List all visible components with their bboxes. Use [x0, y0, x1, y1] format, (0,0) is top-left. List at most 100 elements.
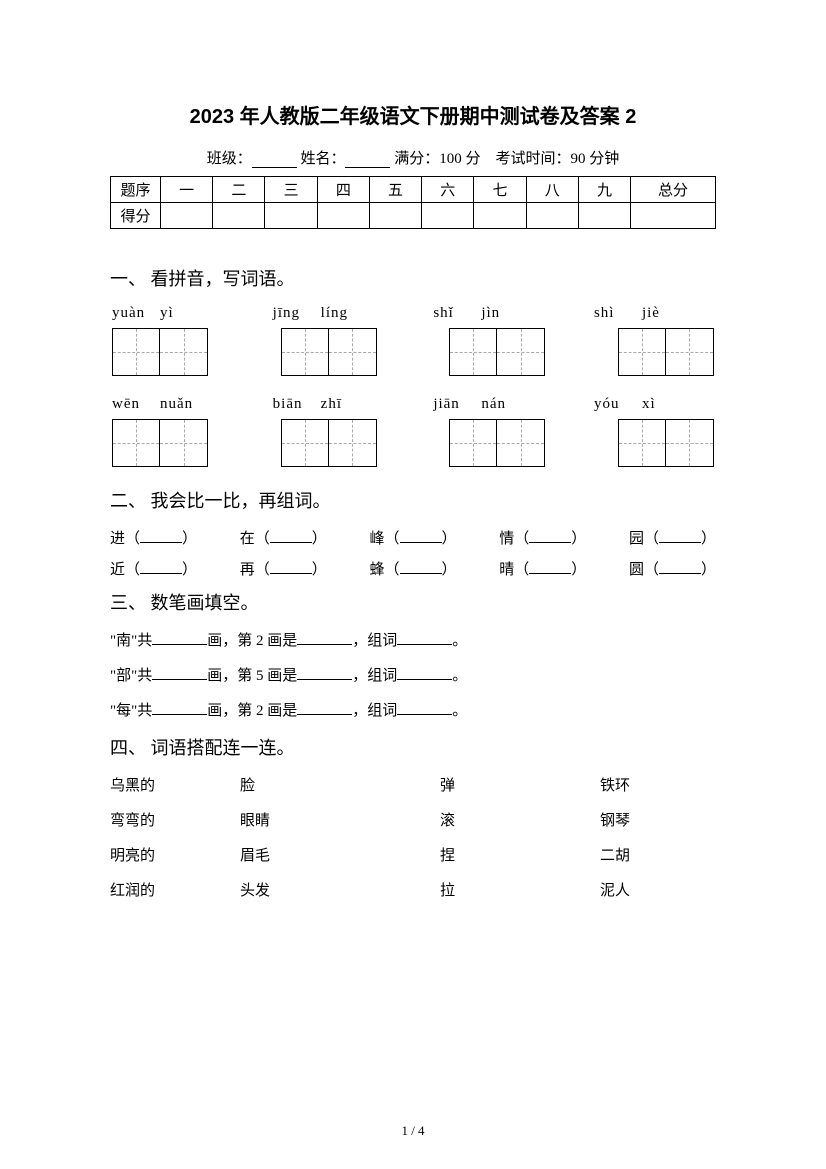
pinyin-group: wēnnuǎn: [112, 396, 232, 413]
char-box-pair[interactable]: [449, 419, 545, 467]
blank[interactable]: [152, 666, 207, 680]
name-label: 姓名：: [300, 151, 345, 167]
col-header: 三: [265, 177, 317, 203]
blank[interactable]: [297, 631, 352, 645]
char-box-pair[interactable]: [281, 419, 377, 467]
col-header: 七: [474, 177, 526, 203]
blank[interactable]: [297, 666, 352, 680]
char-box-pair[interactable]: [618, 419, 714, 467]
col-header: 六: [422, 177, 474, 203]
match-row: 弯弯的 眼睛 滚 钢琴: [110, 809, 716, 830]
info-line: 班级： 姓名： 满分：100 分 考试时间：90 分钟: [110, 147, 716, 168]
blank[interactable]: [397, 631, 452, 645]
label: 画，第 2 画是: [207, 633, 297, 649]
match-item: 弯弯的: [110, 809, 240, 830]
blank[interactable]: [397, 701, 452, 715]
score-cell[interactable]: [369, 203, 421, 229]
blank[interactable]: [297, 701, 352, 715]
stroke-line: "每"共画，第 2 画是，组词。: [110, 699, 716, 720]
score-cell[interactable]: [422, 203, 474, 229]
score-cell[interactable]: [578, 203, 630, 229]
pinyin: xì: [642, 396, 690, 413]
match-item: 眼睛: [240, 809, 440, 830]
char: 园: [629, 531, 644, 547]
class-label: 班级：: [207, 151, 252, 167]
blank[interactable]: [529, 560, 571, 574]
compare-item: 情（）: [499, 527, 586, 548]
match-item: 捏: [440, 844, 600, 865]
col-header: 九: [578, 177, 630, 203]
blank[interactable]: [400, 529, 442, 543]
score-cell[interactable]: [265, 203, 317, 229]
label: ，组词: [352, 668, 397, 684]
page-number: 1 / 4: [0, 1123, 826, 1139]
pinyin: shǐ: [433, 305, 481, 322]
match-item: 泥人: [600, 879, 716, 900]
compare-line: 进（） 在（） 峰（） 情（） 园（）: [110, 527, 716, 548]
score-table: 题序 一 二 三 四 五 六 七 八 九 总分 得分: [110, 176, 716, 229]
char-box-pair[interactable]: [618, 328, 714, 376]
blank[interactable]: [659, 560, 701, 574]
compare-item: 园（）: [629, 527, 716, 548]
time-value: 90 分钟: [571, 151, 620, 167]
compare-item: 圆（）: [629, 558, 716, 579]
char: 在: [240, 531, 255, 547]
match-item: 滚: [440, 809, 600, 830]
compare-item: 晴（）: [499, 558, 586, 579]
doc-title: 2023 年人教版二年级语文下册期中测试卷及答案 2: [110, 100, 716, 129]
pinyin: zhī: [321, 396, 369, 413]
blank[interactable]: [270, 560, 312, 574]
char: 近: [110, 562, 125, 578]
blank[interactable]: [152, 631, 207, 645]
char-box-pair[interactable]: [449, 328, 545, 376]
blank[interactable]: [397, 666, 452, 680]
row-label: 得分: [111, 203, 161, 229]
char-box-pair[interactable]: [112, 328, 208, 376]
char: 晴: [499, 562, 514, 578]
pinyin-group: jīnglíng: [273, 305, 393, 322]
class-blank[interactable]: [252, 153, 297, 168]
pinyin-group: yuànyì: [112, 305, 232, 322]
pinyin: shì: [594, 305, 642, 322]
section1-title: 一、 看拼音，写词语。: [110, 265, 716, 291]
char: 蜂: [369, 562, 384, 578]
blank[interactable]: [529, 529, 571, 543]
blank[interactable]: [270, 529, 312, 543]
box-row: [110, 419, 716, 467]
pinyin: biān: [273, 396, 321, 413]
pinyin: líng: [321, 305, 369, 322]
match-row: 红润的 头发 拉 泥人: [110, 879, 716, 900]
name-blank[interactable]: [345, 153, 390, 168]
score-cell[interactable]: [161, 203, 213, 229]
blank[interactable]: [140, 560, 182, 574]
section3-title: 三、 数笔画填空。: [110, 589, 716, 615]
box-row: [110, 328, 716, 376]
table-row: 得分: [111, 203, 716, 229]
col-header: 总分: [631, 177, 716, 203]
table-row: 题序 一 二 三 四 五 六 七 八 九 总分: [111, 177, 716, 203]
score-cell[interactable]: [631, 203, 716, 229]
match-item: 乌黑的: [110, 774, 240, 795]
score-cell[interactable]: [474, 203, 526, 229]
char: 情: [499, 531, 514, 547]
pinyin-row: wēnnuǎn biānzhī jiānnán yóuxì: [110, 396, 716, 413]
score-cell[interactable]: [526, 203, 578, 229]
compare-item: 峰（）: [369, 527, 456, 548]
score-cell[interactable]: [317, 203, 369, 229]
blank[interactable]: [152, 701, 207, 715]
score-cell[interactable]: [213, 203, 265, 229]
match-row: 乌黑的 脸 弹 铁环: [110, 774, 716, 795]
match-item: 拉: [440, 879, 600, 900]
char: 南: [116, 633, 131, 649]
compare-item: 再（）: [240, 558, 327, 579]
pinyin-group: shìjiè: [594, 305, 714, 322]
col-header: 四: [317, 177, 369, 203]
match-item: 弹: [440, 774, 600, 795]
blank[interactable]: [400, 560, 442, 574]
char-box-pair[interactable]: [281, 328, 377, 376]
blank[interactable]: [659, 529, 701, 543]
blank[interactable]: [140, 529, 182, 543]
pinyin: nán: [481, 396, 529, 413]
char-box-pair[interactable]: [112, 419, 208, 467]
compare-item: 在（）: [240, 527, 327, 548]
